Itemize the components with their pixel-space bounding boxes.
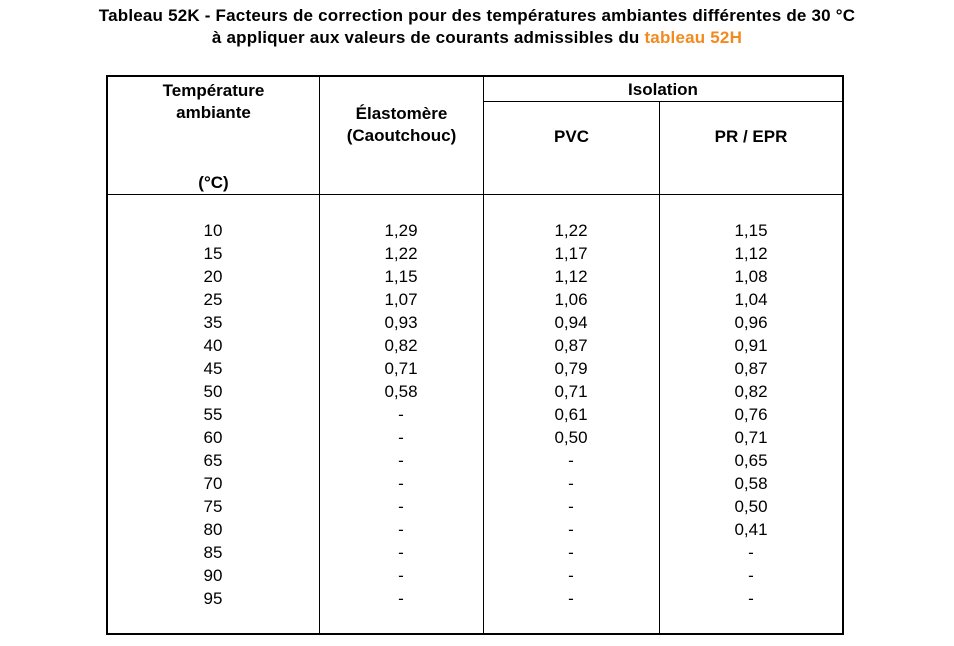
table-cell-elastomere: 0,58 xyxy=(384,382,418,401)
table-cell-temperature: 95 xyxy=(203,589,223,608)
table-cell-elastomere: - xyxy=(398,474,404,493)
header-temperature-line2: ambiante xyxy=(176,103,251,122)
table-cell-temperature: 60 xyxy=(203,428,223,447)
table-cell-temperature: 90 xyxy=(203,566,223,585)
header-elastomere-line1: Élastomère xyxy=(355,104,448,123)
table-cell-temperature: 70 xyxy=(203,474,223,493)
header-temperature: Température ambiante xyxy=(108,80,319,124)
table-cell-pvc: - xyxy=(568,497,574,516)
table-cell-pr-epr: 0,65 xyxy=(734,451,768,470)
table-cell-pvc: 1,12 xyxy=(554,267,588,286)
table-cell-pr-epr: 0,96 xyxy=(734,313,768,332)
table-cell-pvc: 0,87 xyxy=(554,336,588,355)
table-cell-pvc: 1,06 xyxy=(554,290,588,309)
table-cell-pvc: - xyxy=(568,520,574,539)
table-cell-pr-epr: - xyxy=(748,543,754,562)
table-cell-pvc: 1,22 xyxy=(554,221,588,240)
header-temperature-unit: (°C) xyxy=(198,173,229,192)
divider-col-1 xyxy=(319,77,320,633)
table-cell-pr-epr: 0,41 xyxy=(734,520,768,539)
table-cell-temperature: 10 xyxy=(203,221,223,240)
column-pr-epr: 1,15 1,12 1,08 1,04 0,96 0,91 0,87 0,82 0,76 0,71… xyxy=(706,219,796,610)
table-cell-pr-epr: 0,71 xyxy=(734,428,768,447)
header-temperature-line1: Température xyxy=(162,81,265,100)
table-cell-temperature: 50 xyxy=(203,382,223,401)
table-cell-pr-epr: 1,12 xyxy=(734,244,768,263)
table-cell-elastomere: 0,71 xyxy=(384,359,418,378)
table-cell-temperature: 45 xyxy=(203,359,223,378)
divider-col-2 xyxy=(483,77,484,633)
table-cell-pr-epr: 0,50 xyxy=(734,497,768,516)
table-cell-pvc: - xyxy=(568,543,574,562)
table-cell-temperature: 40 xyxy=(203,336,223,355)
table-cell-elastomere: - xyxy=(398,451,404,470)
table-cell-temperature: 25 xyxy=(203,290,223,309)
table-cell-temperature: 15 xyxy=(203,244,223,263)
table-subtitle: à appliquer aux valeurs de courants admi… xyxy=(0,28,954,48)
table-title: Tableau 52K - Facteurs de correction pou… xyxy=(98,6,856,25)
table-cell-temperature: 85 xyxy=(203,543,223,562)
divider-isolation xyxy=(483,101,842,102)
tableau-52h-link[interactable]: tableau 52H xyxy=(644,28,743,47)
table-cell-pvc: 1,17 xyxy=(554,244,588,263)
column-elastomere: 1,29 1,22 1,15 1,07 0,93 0,82 0,71 0,58 - - - - - - - -… xyxy=(356,219,446,610)
table-cell-pvc: - xyxy=(568,451,574,470)
table-cell-temperature: 80 xyxy=(203,520,223,539)
header-pvc: PVC xyxy=(554,127,589,146)
table-cell-elastomere: - xyxy=(398,428,404,447)
header-elastomere-line2: (Caoutchouc) xyxy=(346,126,457,145)
table-cell-elastomere: - xyxy=(398,405,404,424)
table-cell-elastomere: - xyxy=(398,566,404,585)
divider-header xyxy=(108,194,842,195)
table-cell-elastomere: - xyxy=(398,543,404,562)
table-cell-temperature: 35 xyxy=(203,313,223,332)
table-cell-pvc: - xyxy=(568,474,574,493)
table-cell-pr-epr: - xyxy=(748,566,754,585)
table-cell-pvc: 0,79 xyxy=(554,359,588,378)
table-cell-pr-epr: 0,91 xyxy=(734,336,768,355)
table-cell-pvc: 0,50 xyxy=(554,428,588,447)
table-cell-elastomere: 1,22 xyxy=(384,244,418,263)
table-cell-temperature: 20 xyxy=(203,267,223,286)
table-cell-pvc: 0,94 xyxy=(554,313,588,332)
column-pvc: 1,22 1,17 1,12 1,06 0,94 0,87 0,79 0,71 0,61 0,50… xyxy=(526,219,616,610)
table-cell-elastomere: - xyxy=(398,520,404,539)
table-cell-pr-epr: 1,15 xyxy=(734,221,768,240)
subtitle-text: à appliquer aux valeurs de courants admi… xyxy=(211,28,645,47)
table-cell-elastomere: - xyxy=(398,589,404,608)
table-cell-temperature: 75 xyxy=(203,497,223,516)
table-cell-pvc: - xyxy=(568,589,574,608)
table-cell-temperature: 65 xyxy=(203,451,223,470)
table-cell-pr-epr: 1,08 xyxy=(734,267,768,286)
table-cell-elastomere: 0,93 xyxy=(384,313,418,332)
table-cell-pr-epr: 0,76 xyxy=(734,405,768,424)
table-cell-elastomere: 1,29 xyxy=(384,221,418,240)
table-cell-elastomere: - xyxy=(398,497,404,516)
table-cell-pr-epr: 0,58 xyxy=(734,474,768,493)
table-cell-pr-epr: 1,04 xyxy=(734,290,768,309)
table-cell-temperature: 55 xyxy=(203,405,223,424)
table-cell-pr-epr: - xyxy=(748,589,754,608)
table-cell-pvc: 0,61 xyxy=(554,405,588,424)
table-cell-pvc: - xyxy=(568,566,574,585)
divider-col-3 xyxy=(659,101,660,633)
column-temperature: 10 15 20 25 35 40 45 50 55 60 65 70 75 80 85 90 95 xyxy=(168,219,258,610)
header-elastomere: Élastomère (Caoutchouc) xyxy=(320,103,483,147)
table-cell-pvc: 0,71 xyxy=(554,382,588,401)
header-pr-epr: PR / EPR xyxy=(714,127,788,146)
table-cell-pr-epr: 0,87 xyxy=(734,359,768,378)
table-cell-elastomere: 1,07 xyxy=(384,290,418,309)
table-cell-pr-epr: 0,82 xyxy=(734,382,768,401)
correction-table: Température ambiante (°C) Élastomère (Ca… xyxy=(106,75,844,635)
header-isolation: Isolation xyxy=(628,80,698,99)
table-cell-elastomere: 1,15 xyxy=(384,267,418,286)
table-cell-elastomere: 0,82 xyxy=(384,336,418,355)
